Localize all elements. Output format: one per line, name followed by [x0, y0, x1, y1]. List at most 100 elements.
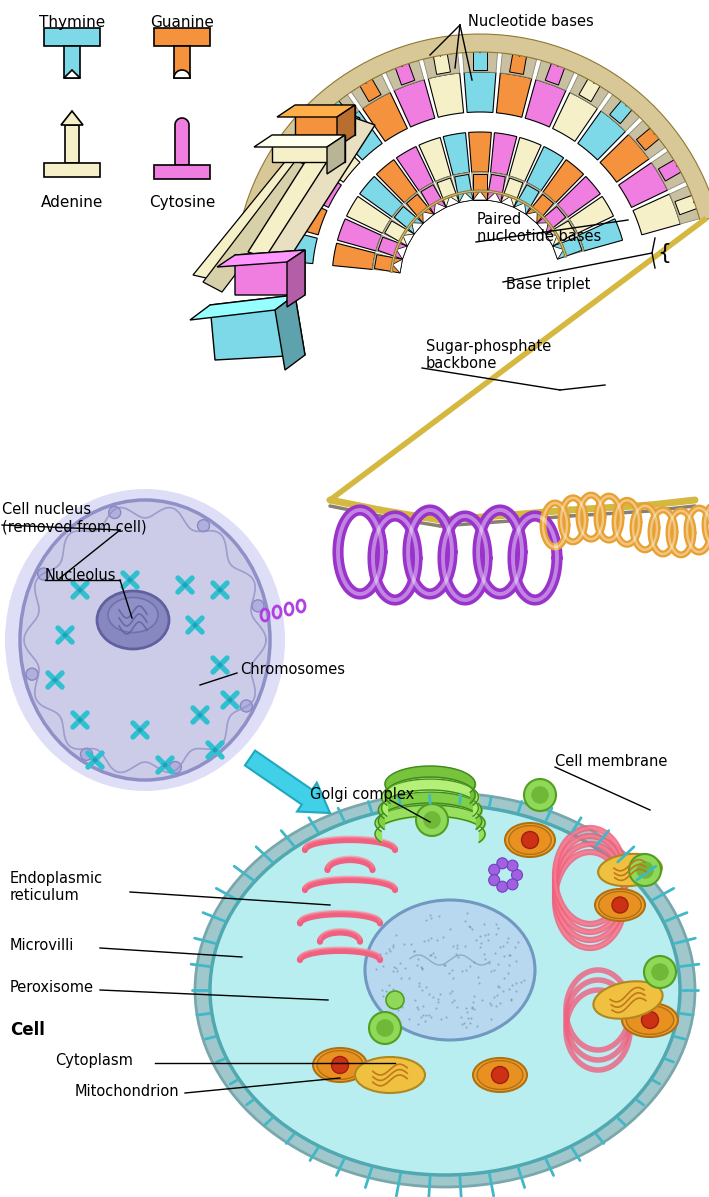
Polygon shape: [419, 183, 442, 207]
Polygon shape: [394, 207, 423, 233]
Polygon shape: [659, 156, 688, 181]
Polygon shape: [501, 178, 523, 207]
Polygon shape: [275, 294, 305, 370]
Polygon shape: [437, 178, 459, 207]
Polygon shape: [428, 73, 464, 117]
Polygon shape: [419, 138, 451, 182]
Polygon shape: [392, 260, 403, 273]
Polygon shape: [578, 111, 625, 160]
Ellipse shape: [210, 806, 680, 1175]
Polygon shape: [274, 151, 308, 190]
Circle shape: [62, 632, 67, 638]
Ellipse shape: [505, 824, 555, 857]
Polygon shape: [531, 193, 556, 217]
Polygon shape: [446, 196, 459, 207]
Circle shape: [38, 569, 50, 581]
Circle shape: [369, 1011, 401, 1044]
Circle shape: [612, 897, 628, 913]
Polygon shape: [423, 212, 434, 223]
Ellipse shape: [622, 1003, 678, 1037]
Polygon shape: [404, 193, 429, 217]
Polygon shape: [546, 221, 575, 247]
Circle shape: [193, 622, 198, 627]
Polygon shape: [347, 196, 391, 233]
Polygon shape: [525, 80, 566, 127]
Polygon shape: [473, 174, 487, 200]
Polygon shape: [434, 203, 446, 214]
Polygon shape: [473, 192, 487, 200]
Polygon shape: [246, 232, 257, 245]
Text: Endoplasmic
reticulum: Endoplasmic reticulum: [10, 870, 103, 904]
Circle shape: [386, 991, 404, 1009]
Circle shape: [507, 861, 518, 871]
Circle shape: [489, 864, 500, 875]
Polygon shape: [570, 74, 609, 109]
Polygon shape: [526, 212, 537, 223]
Polygon shape: [273, 229, 318, 263]
Polygon shape: [277, 105, 355, 117]
Circle shape: [138, 728, 143, 733]
Ellipse shape: [598, 853, 662, 886]
Ellipse shape: [365, 900, 535, 1040]
Text: Cell: Cell: [10, 1021, 45, 1039]
Polygon shape: [518, 183, 541, 207]
Ellipse shape: [509, 826, 552, 855]
Polygon shape: [44, 163, 100, 177]
Ellipse shape: [626, 1005, 674, 1034]
Polygon shape: [253, 224, 279, 260]
Polygon shape: [537, 207, 566, 233]
Text: Nucleotide bases: Nucleotide bases: [468, 14, 593, 30]
Polygon shape: [546, 233, 557, 247]
Polygon shape: [462, 51, 498, 73]
Polygon shape: [554, 56, 567, 67]
Polygon shape: [552, 219, 577, 242]
Polygon shape: [553, 247, 564, 260]
Polygon shape: [403, 233, 414, 247]
Polygon shape: [235, 34, 709, 260]
Polygon shape: [453, 172, 471, 195]
Polygon shape: [356, 72, 381, 102]
Polygon shape: [391, 190, 567, 273]
Circle shape: [252, 600, 264, 612]
Polygon shape: [248, 110, 360, 259]
Polygon shape: [489, 172, 507, 195]
Polygon shape: [287, 250, 305, 306]
Polygon shape: [501, 53, 537, 79]
Polygon shape: [337, 219, 381, 251]
Circle shape: [491, 1067, 508, 1083]
Polygon shape: [637, 123, 665, 151]
Polygon shape: [320, 95, 359, 132]
Polygon shape: [569, 196, 613, 233]
Text: Thymine: Thymine: [39, 16, 105, 30]
Polygon shape: [272, 156, 284, 168]
Polygon shape: [393, 56, 406, 67]
Polygon shape: [432, 47, 446, 56]
Polygon shape: [217, 250, 305, 267]
Polygon shape: [272, 135, 345, 162]
Polygon shape: [295, 121, 331, 159]
Polygon shape: [193, 158, 310, 280]
Polygon shape: [254, 135, 345, 147]
Circle shape: [642, 1011, 659, 1028]
Polygon shape: [610, 95, 637, 123]
Polygon shape: [654, 123, 665, 134]
Polygon shape: [592, 72, 604, 84]
Circle shape: [522, 832, 539, 849]
Polygon shape: [676, 156, 688, 168]
Polygon shape: [394, 80, 435, 127]
Polygon shape: [514, 203, 526, 214]
Polygon shape: [292, 163, 341, 207]
Polygon shape: [378, 237, 407, 260]
Ellipse shape: [313, 1049, 367, 1082]
Polygon shape: [543, 205, 568, 229]
Circle shape: [81, 748, 92, 760]
Polygon shape: [359, 176, 403, 217]
Circle shape: [629, 853, 661, 886]
Circle shape: [52, 678, 57, 682]
Polygon shape: [514, 47, 528, 56]
Text: Nucleolus: Nucleolus: [45, 567, 116, 583]
Circle shape: [198, 712, 203, 717]
Polygon shape: [65, 124, 79, 163]
Circle shape: [511, 869, 523, 881]
Polygon shape: [333, 243, 375, 269]
